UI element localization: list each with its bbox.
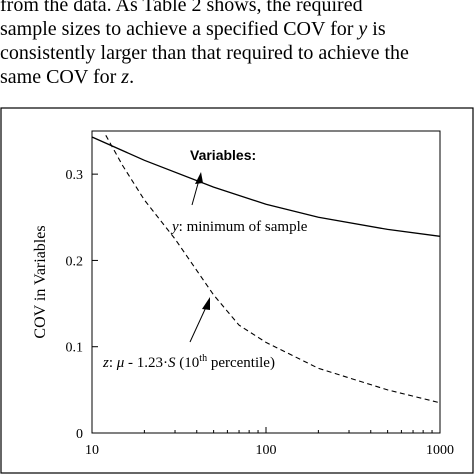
y-tick-label: 0.1 — [66, 341, 84, 356]
annotation-z-paren-open: (10 — [176, 355, 200, 371]
arrow-y-line — [191, 179, 200, 206]
annotation-z-s: S — [168, 355, 176, 371]
paragraph-var-y: y — [358, 18, 368, 40]
arrow-y-head — [195, 172, 203, 184]
figure-frame — [0, 107, 474, 474]
paragraph-line-2: sample sizes to achieve a specified COV … — [0, 17, 474, 41]
y-tick-label: 0.2 — [66, 254, 84, 269]
y-tick-label: 0 — [76, 427, 83, 442]
arrow-z-head — [202, 297, 210, 310]
annotation-y: y: minimum of sample — [170, 219, 308, 235]
annotation-z-sup: th — [199, 353, 207, 364]
paragraph-line-4: same COV for z. — [0, 65, 474, 89]
annotation-z: z: μ - 1.23·S (10th percentile) — [102, 353, 275, 371]
annotation-z-mid: - 1.23· — [124, 355, 168, 371]
x-tick-label: 10 — [85, 443, 99, 458]
series-z-percentile-line — [105, 135, 441, 404]
annotation-z-sep: : — [109, 355, 117, 371]
paragraph-var-z: z — [121, 66, 130, 88]
paragraph-line-4-end: . — [129, 66, 135, 88]
y-tick-label: 0.3 — [66, 168, 84, 183]
paragraph-line-4-text: same COV for — [0, 66, 122, 88]
paragraph-text: from the data. As Table 2 shows, the req… — [0, 0, 474, 89]
annotation-z-paren-close: percentile) — [207, 355, 275, 371]
paragraph-line-2-text: sample sizes to achieve a specified COV … — [0, 18, 359, 40]
axis-ticks — [91, 173, 441, 434]
x-tick-label: 100 — [256, 443, 277, 458]
annotation-z-var: z — [102, 355, 109, 371]
series-y-minimum-line — [91, 136, 441, 237]
paragraph-line-1: from the data. As Table 2 shows, the req… — [0, 0, 363, 16]
annotation-z-mu: μ — [116, 355, 125, 371]
y-axis-label: COV in Variables — [32, 225, 49, 338]
annotation-y-var: y — [170, 219, 179, 235]
x-tick-label: 1000 — [426, 443, 454, 458]
arrow-z-line — [189, 304, 208, 343]
paragraph-line-3: consistently larger than that required t… — [0, 42, 409, 64]
paragraph-line-2-end: is — [367, 18, 386, 40]
annotation-y-text: : minimum of sample — [179, 219, 308, 235]
axis-tick-labels: 10 100 1000 0 0.1 0.2 0.3 — [66, 168, 455, 458]
legend-title: Variables: — [190, 147, 256, 163]
plot-area — [91, 130, 441, 434]
